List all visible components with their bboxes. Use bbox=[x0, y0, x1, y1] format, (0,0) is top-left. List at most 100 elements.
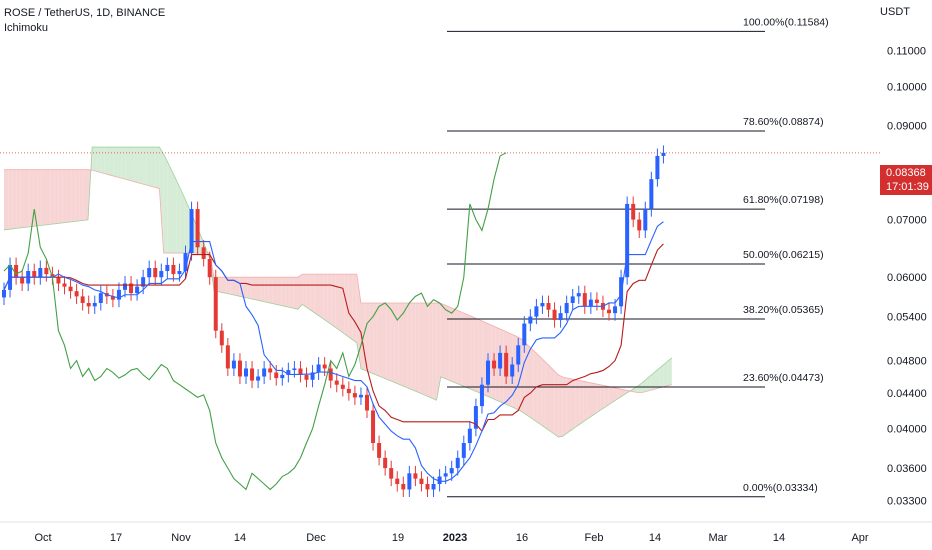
candle-body bbox=[316, 364, 321, 373]
ichimoku-cloud-segment bbox=[8, 169, 13, 230]
candle-body bbox=[473, 406, 478, 429]
ichimoku-cloud-segment bbox=[533, 350, 538, 423]
ichimoku-cloud-segment bbox=[659, 364, 664, 388]
ichimoku-cloud-segment bbox=[20, 169, 25, 228]
ichimoku-cloud-segment bbox=[621, 389, 626, 397]
ichimoku-cloud-segment bbox=[608, 386, 613, 405]
candle-body bbox=[165, 264, 170, 272]
x-axis-tick-label: 19 bbox=[392, 532, 404, 544]
candle-body bbox=[443, 473, 448, 477]
ichimoku-cloud-segment bbox=[138, 147, 143, 185]
ichimoku-cloud-segment bbox=[37, 169, 42, 226]
ichimoku-cloud-segment bbox=[79, 169, 84, 221]
candle-body bbox=[304, 374, 309, 380]
candle-body bbox=[389, 468, 394, 479]
ichimoku-cloud-segment bbox=[655, 368, 660, 390]
candle-body bbox=[395, 478, 400, 485]
candle-body bbox=[534, 306, 539, 317]
candle-body bbox=[56, 277, 61, 284]
ichimoku-cloud-segment bbox=[67, 169, 72, 223]
ichimoku-cloud-segment bbox=[298, 274, 303, 310]
ichimoku-cloud-segment bbox=[176, 179, 181, 254]
ichimoku-cloud-segment bbox=[558, 374, 563, 438]
candle-body bbox=[594, 299, 599, 303]
candle-body bbox=[504, 352, 509, 377]
candle-body bbox=[655, 155, 660, 180]
ichimoku-cloud-segment bbox=[314, 274, 319, 316]
candle-body bbox=[607, 309, 611, 314]
candle-body bbox=[62, 283, 67, 287]
ichimoku-cloud-segment bbox=[264, 277, 269, 303]
candle-body bbox=[328, 368, 333, 381]
candle-body bbox=[461, 443, 466, 458]
candle-body bbox=[92, 302, 97, 307]
senkou-span-a-line bbox=[3, 146, 673, 438]
ichimoku-cloud-segment bbox=[159, 147, 164, 254]
x-axis-tick-label: 14 bbox=[649, 532, 661, 544]
ichimoku-cloud-segment bbox=[508, 332, 513, 408]
tenkan-sen-line bbox=[3, 221, 664, 482]
symbol-title: ROSE / TetherUS, 1D, BINANCE bbox=[4, 7, 166, 19]
candle-body bbox=[244, 368, 248, 377]
ichimoku-cloud-segment bbox=[12, 169, 17, 229]
fib-level-label: 23.60%(0.04473) bbox=[743, 372, 824, 384]
ichimoku-cloud-segment bbox=[419, 302, 424, 395]
indicator-label[interactable]: Ichimoku bbox=[4, 22, 49, 34]
ichimoku-cloud-segment bbox=[25, 169, 30, 228]
candle-body bbox=[558, 313, 563, 321]
candle-body bbox=[528, 316, 533, 324]
candle-body bbox=[576, 293, 581, 297]
x-axis-tick-label: 16 bbox=[516, 532, 528, 544]
ichimoku-cloud-segment bbox=[75, 169, 80, 222]
fib-level-label: 38.20%(0.05365) bbox=[743, 304, 824, 316]
y-axis-tick-label: 0.04800 bbox=[887, 356, 927, 368]
ichimoku-cloud-segment bbox=[579, 380, 584, 425]
candle-body bbox=[365, 394, 369, 411]
ichimoku-cloud-segment bbox=[587, 382, 592, 419]
ichimoku-cloud-segment bbox=[382, 302, 387, 380]
candle-body bbox=[661, 152, 666, 156]
ichimoku-cloud-segment bbox=[604, 385, 609, 408]
y-axis-tick-label: 0.04400 bbox=[887, 388, 927, 400]
ichimoku-cloud-segment bbox=[613, 387, 618, 402]
ichimoku-cloud-segment bbox=[344, 274, 349, 337]
candle-body bbox=[38, 267, 43, 278]
candle-body bbox=[625, 203, 630, 278]
ichimoku-cloud-segment bbox=[155, 147, 160, 189]
candle-body bbox=[588, 299, 593, 307]
ichimoku-cloud-segment bbox=[583, 381, 588, 422]
fib-level-label: 78.60%(0.08874) bbox=[743, 116, 824, 128]
ichimoku-cloud-segment bbox=[386, 302, 391, 381]
ichimoku-cloud-segment bbox=[247, 277, 252, 299]
x-axis-tick-label: Dec bbox=[306, 532, 326, 544]
ichimoku-cloud-segment bbox=[457, 310, 462, 386]
x-axis-tick-label: Feb bbox=[585, 532, 604, 544]
candle-body bbox=[231, 360, 236, 369]
candle-body bbox=[250, 368, 255, 381]
ichimoku-cloud-segment bbox=[436, 302, 441, 401]
ichimoku-cloud-segment bbox=[218, 277, 223, 293]
candle-body bbox=[322, 364, 327, 369]
ichimoku-cloud-segment bbox=[377, 302, 382, 378]
candle-body bbox=[280, 374, 285, 379]
candle-body bbox=[225, 345, 230, 369]
ichimoku-cloud-segment bbox=[571, 378, 576, 431]
ichimoku-cloud-segment bbox=[482, 321, 487, 397]
ichimoku-cloud-segment bbox=[151, 147, 156, 188]
ichimoku-cloud-segment bbox=[352, 274, 357, 343]
ichimoku-cloud-segment bbox=[554, 370, 559, 438]
candle-body bbox=[449, 468, 454, 474]
ichimoku-cloud-segment bbox=[466, 313, 471, 389]
ichimoku-cloud-segment bbox=[319, 274, 324, 319]
ichimoku-cloud-segment bbox=[92, 147, 97, 172]
last-price-badge: 0.08368 17:01:39 bbox=[880, 165, 932, 195]
candle-body bbox=[334, 380, 339, 385]
chikou-span-line bbox=[3, 152, 507, 491]
candle-body bbox=[298, 368, 303, 375]
candle-body bbox=[479, 384, 484, 407]
candle-body bbox=[213, 277, 218, 331]
last-price-value: 0.08368 bbox=[886, 167, 926, 179]
candle-body bbox=[437, 476, 442, 485]
ichimoku-cloud-segment bbox=[121, 147, 126, 180]
